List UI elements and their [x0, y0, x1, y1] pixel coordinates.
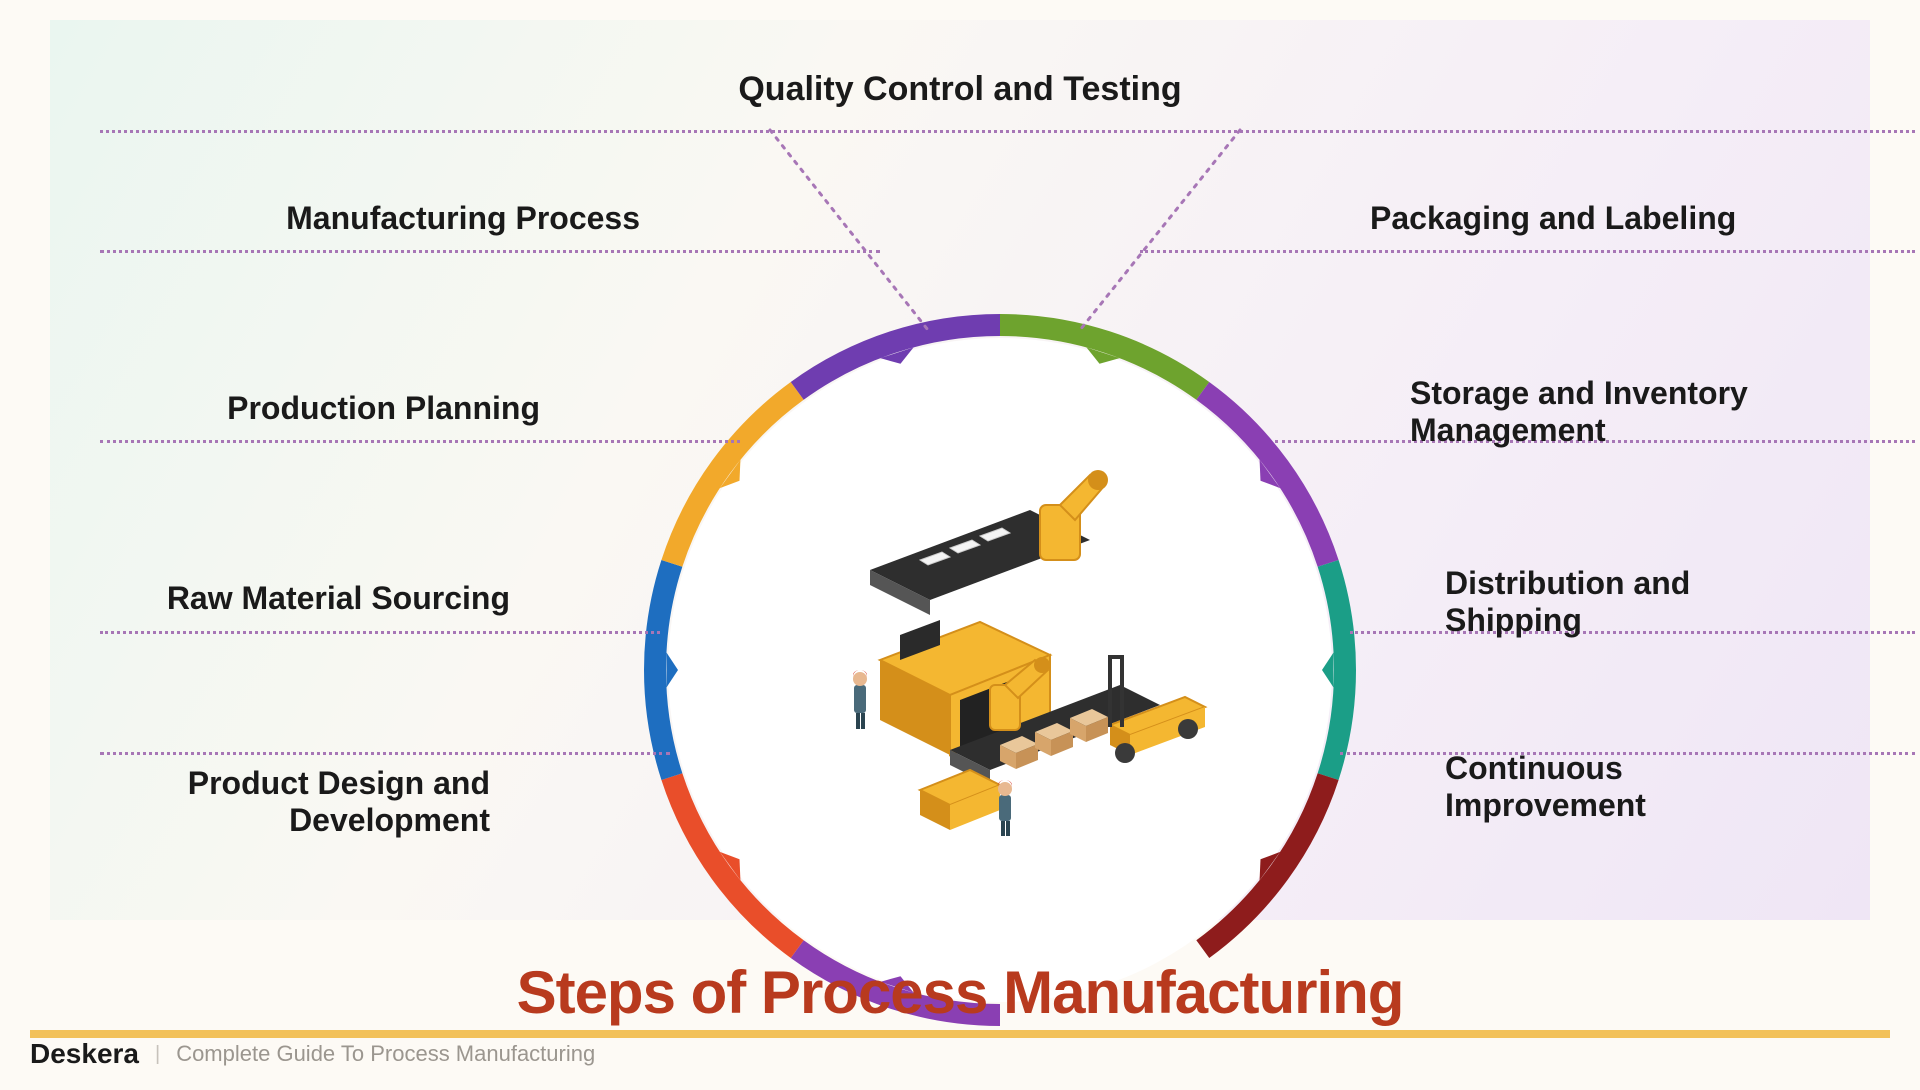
connector-line: [100, 440, 740, 443]
step-label: Product Design and Development: [188, 765, 490, 839]
step-label: Raw Material Sourcing: [167, 580, 510, 617]
main-title: Steps of Process Manufacturing: [0, 958, 1920, 1027]
step-label: Distribution and Shipping: [1445, 565, 1690, 639]
step-label: Production Planning: [227, 390, 540, 427]
brand-logo-text: Deskera: [30, 1038, 139, 1070]
connector-line: [1140, 250, 1915, 253]
connector-line: [100, 250, 880, 253]
step-label: Continuous Improvement: [1445, 750, 1646, 824]
factory-illustration: [790, 450, 1210, 870]
footer-divider: |: [155, 1043, 160, 1066]
step-label: Quality Control and Testing: [0, 70, 1920, 109]
step-label: Packaging and Labeling: [1370, 200, 1736, 237]
connector-line: [100, 130, 1915, 133]
footer: Deskera | Complete Guide To Process Manu…: [30, 1038, 595, 1070]
step-label: Storage and Inventory Management: [1410, 375, 1748, 449]
footer-subtitle: Complete Guide To Process Manufacturing: [176, 1041, 595, 1067]
connector-line: [100, 631, 660, 634]
connector-line: [100, 752, 670, 755]
step-label: Manufacturing Process: [286, 200, 640, 237]
footer-accent-bar: [30, 1030, 1890, 1038]
